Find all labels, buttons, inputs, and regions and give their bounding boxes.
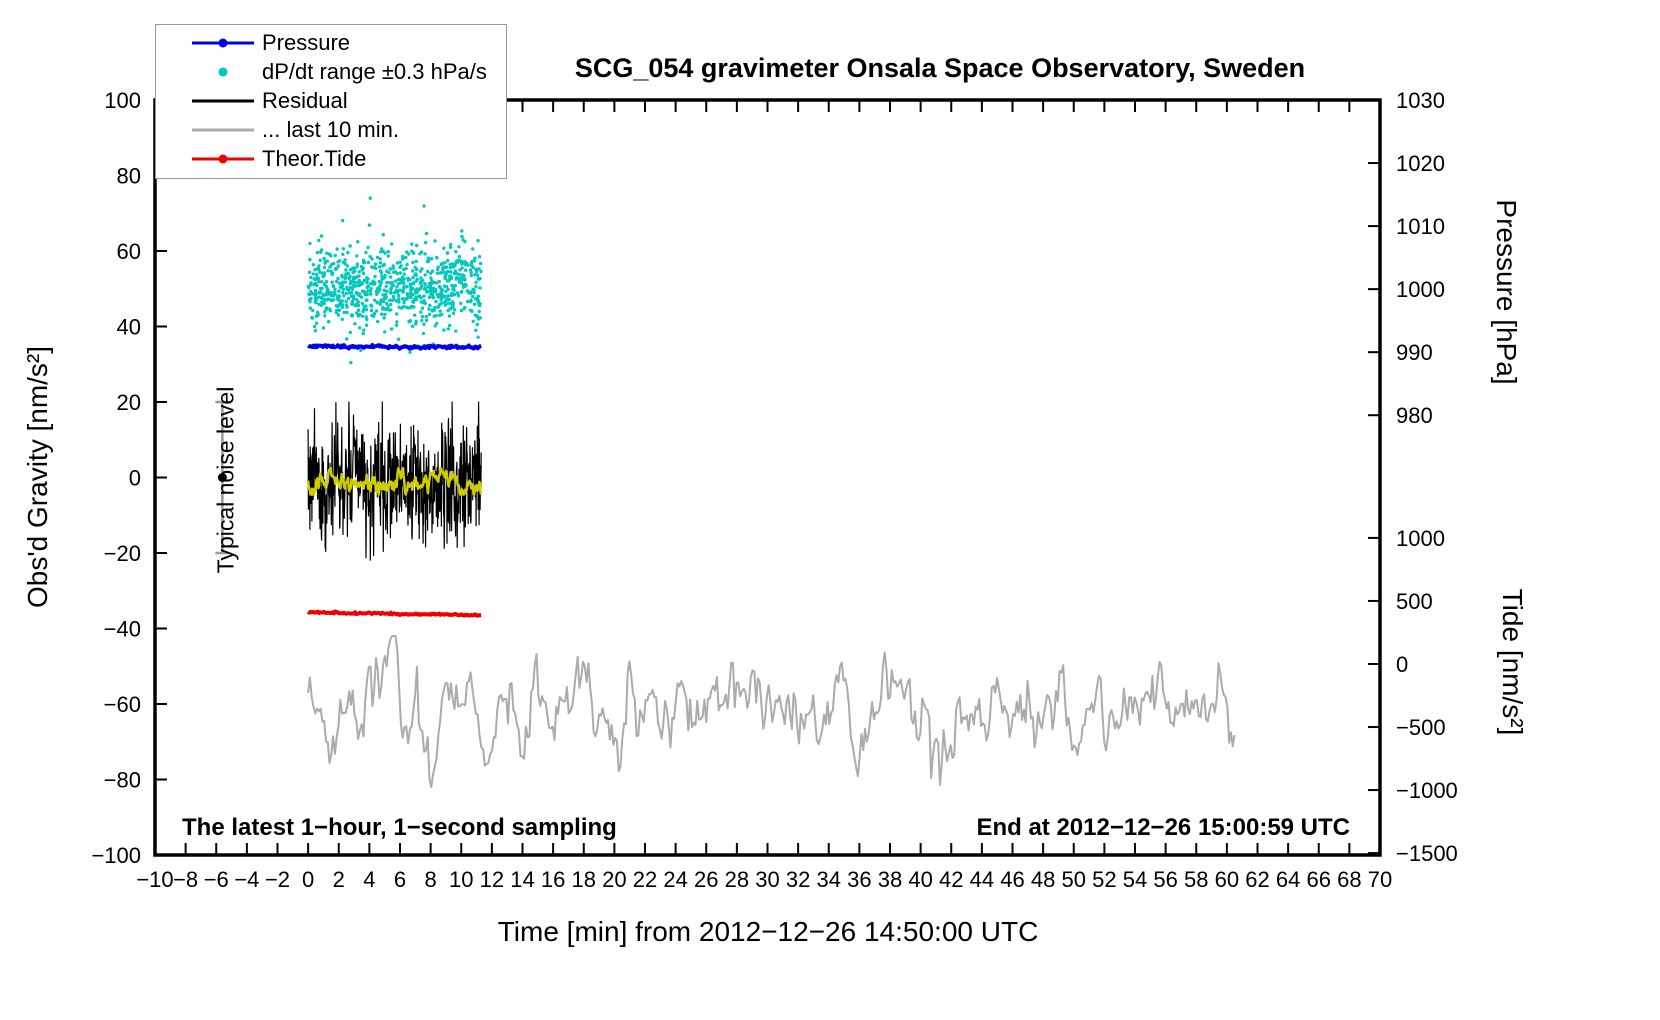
legend-item-2: Residual [156,86,506,115]
svg-text:34: 34 [817,867,841,892]
noise-level-bar [215,400,230,555]
svg-text:1020: 1020 [1396,151,1445,176]
y-axis-ticks-pressure: 1030 1020 1010 1000 990 980 [1368,88,1445,428]
svg-text:−8: −8 [173,867,198,892]
svg-text:42: 42 [939,867,963,892]
svg-text:58: 58 [1184,867,1208,892]
legend-swatch-icon [156,144,262,173]
svg-text:54: 54 [1123,867,1147,892]
legend-label: Residual [262,87,348,113]
y-axis-ticks-gravity: −100 −80 −60 −40 −20 0 20 40 60 80 100 [91,88,167,868]
svg-text:52: 52 [1092,867,1116,892]
svg-text:60: 60 [1215,867,1239,892]
legend-swatch-icon [156,57,262,86]
svg-text:48: 48 [1031,867,1055,892]
svg-text:20: 20 [602,867,626,892]
svg-text:50: 50 [1062,867,1086,892]
svg-text:60: 60 [117,239,141,264]
theor-tide-trace [306,609,482,618]
svg-text:18: 18 [572,867,596,892]
svg-text:70: 70 [1368,867,1392,892]
svg-text:−1500: −1500 [1396,841,1458,866]
legend-item-3: ... last 10 min. [156,115,506,144]
legend-swatch-icon [156,115,262,144]
svg-text:62: 62 [1245,867,1269,892]
svg-text:1010: 1010 [1396,214,1445,239]
svg-text:40: 40 [117,315,141,340]
svg-text:−500: −500 [1396,715,1446,740]
svg-text:1000: 1000 [1396,526,1445,551]
legend-label: ... last 10 min. [262,116,399,142]
legend-item-0: Pressure [156,28,506,57]
svg-text:28: 28 [725,867,749,892]
y-axis-ticks-tide: 1000 500 0 −500 −1000 −1500 [1368,526,1458,866]
svg-text:−6: −6 [204,867,229,892]
legend-swatch-icon [156,86,262,115]
svg-text:56: 56 [1153,867,1177,892]
y-axis-label-pressure: Pressure [hPa] [1491,199,1522,385]
svg-text:1000: 1000 [1396,277,1445,302]
svg-text:80: 80 [117,164,141,189]
svg-text:−20: −20 [104,541,141,566]
svg-text:38: 38 [878,867,902,892]
svg-text:32: 32 [786,867,810,892]
svg-text:−10: −10 [136,867,173,892]
svg-text:30: 30 [755,867,779,892]
svg-text:14: 14 [510,867,534,892]
svg-text:22: 22 [633,867,657,892]
sampling-annotation: The latest 1−hour, 1−second sampling [182,814,617,841]
residual-smoothed [306,466,483,496]
svg-text:16: 16 [541,867,565,892]
svg-text:980: 980 [1396,403,1433,428]
svg-text:36: 36 [847,867,871,892]
pressure-trace [307,343,482,351]
svg-text:−1000: −1000 [1396,778,1458,803]
svg-text:8: 8 [425,867,437,892]
legend-swatch-icon [156,28,262,57]
svg-text:−100: −100 [91,843,141,868]
svg-text:24: 24 [663,867,687,892]
svg-text:0: 0 [302,867,314,892]
svg-text:26: 26 [694,867,718,892]
end-time-annotation: End at 2012−12−26 15:00:59 UTC [976,814,1350,841]
svg-text:64: 64 [1276,867,1300,892]
legend-label: Pressure [262,29,351,55]
svg-text:−80: −80 [104,768,141,793]
svg-text:500: 500 [1396,589,1433,614]
chart-title: SCG_054 gravimeter Onsala Space Observat… [574,53,1306,83]
svg-text:46: 46 [1000,867,1024,892]
svg-text:−2: −2 [265,867,290,892]
legend: Pressure dP/dt range ±0.3 hPa/s Residual..… [155,24,507,179]
svg-text:66: 66 [1307,867,1331,892]
svg-text:1030: 1030 [1396,88,1445,113]
svg-text:−40: −40 [104,617,141,642]
svg-text:2: 2 [333,867,345,892]
x-axis-label: Time [min] from 2012−12−26 14:50:00 UTC [497,916,1039,947]
svg-text:40: 40 [908,867,932,892]
legend-label: dP/dt range ±0.3 hPa/s [262,58,487,84]
svg-text:−4: −4 [234,867,259,892]
svg-text:12: 12 [480,867,504,892]
y-axis-label-tide: Tide [nm/s²] [1497,588,1528,736]
dpdt-range-scatter [306,196,483,365]
noise-level-label: Typical noise level [212,386,239,574]
svg-text:20: 20 [117,390,141,415]
legend-item-1: dP/dt range ±0.3 hPa/s [156,57,506,86]
svg-text:−60: −60 [104,692,141,717]
last-10-min-trace [307,635,1236,789]
legend-item-4: Theor.Tide [156,144,506,173]
svg-text:68: 68 [1337,867,1361,892]
svg-text:44: 44 [970,867,994,892]
svg-text:4: 4 [363,867,375,892]
svg-text:100: 100 [104,88,141,113]
y-axis-label-gravity: Obs'd Gravity [nm/s²] [22,345,53,609]
svg-text:0: 0 [1396,652,1408,677]
svg-text:990: 990 [1396,340,1433,365]
svg-text:0: 0 [129,466,141,491]
svg-text:10: 10 [449,867,473,892]
legend-label: Theor.Tide [262,145,367,171]
x-axis-ticks: −10 −8 −6 −4 −2 0 2 4 6 8 10 12 14 16 18 20 22 24 26 28 30 32… [136,100,1392,892]
svg-text:6: 6 [394,867,406,892]
